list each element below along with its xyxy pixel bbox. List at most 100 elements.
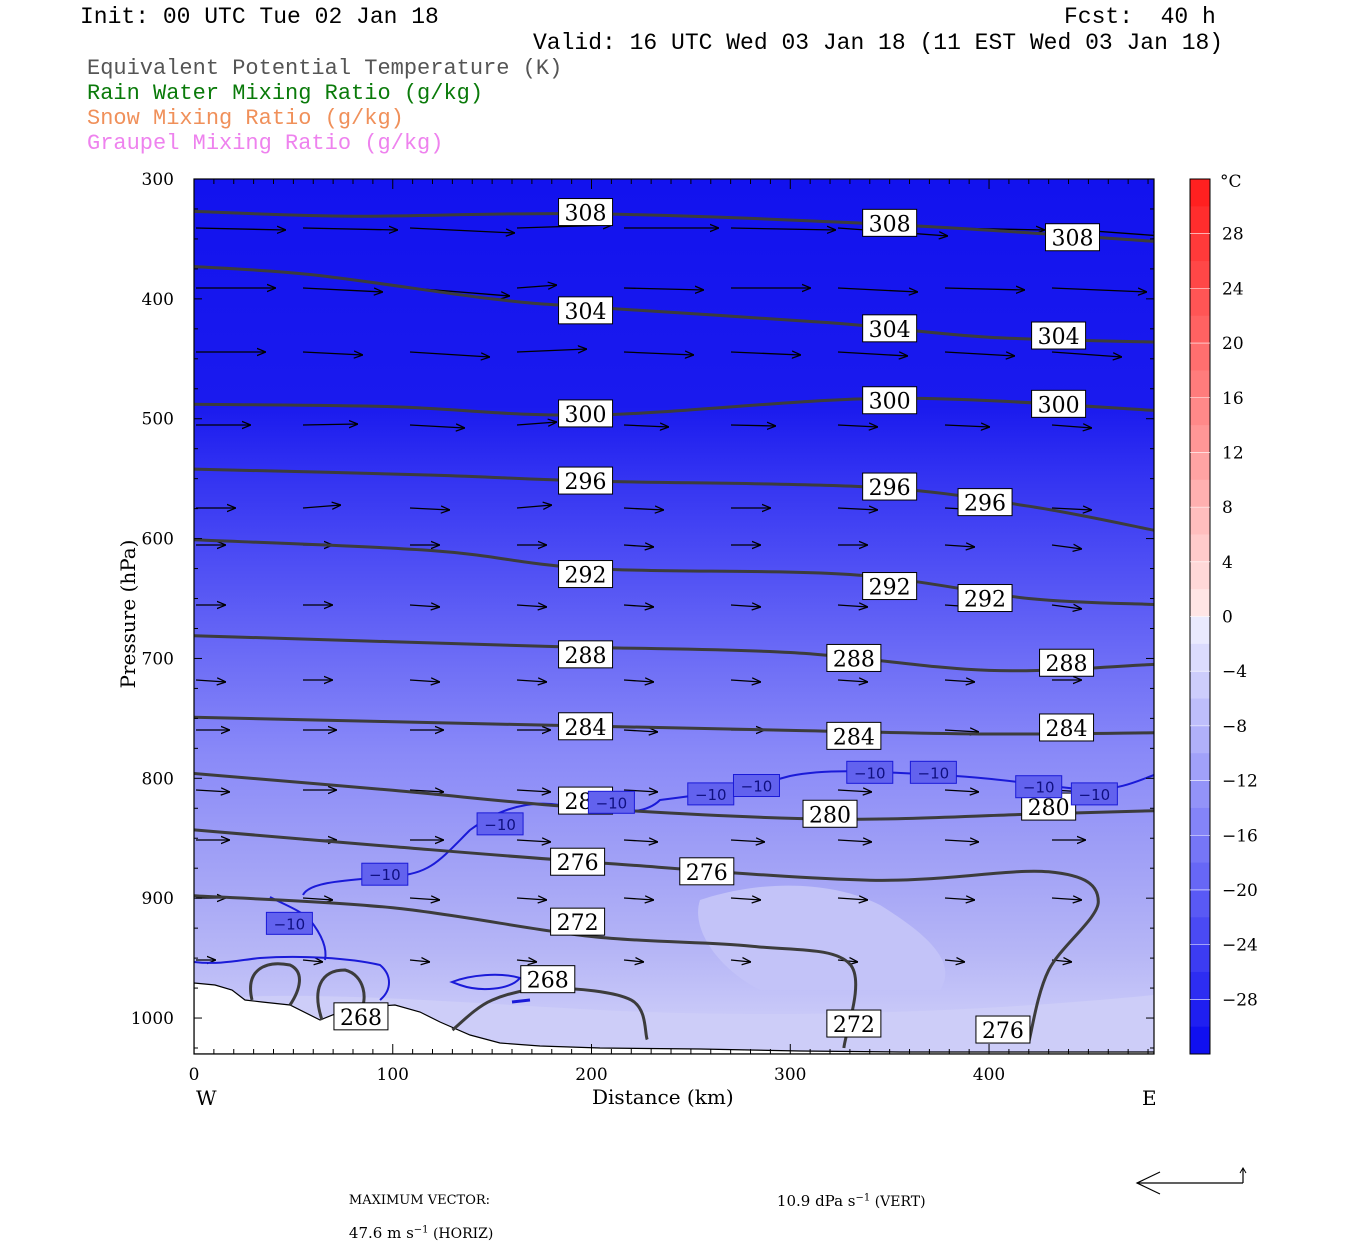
y-tick-label: 700 (142, 649, 174, 669)
theta-e-contour-296 (194, 467, 1154, 532)
wind-vector (623, 352, 694, 355)
theta-e-label-300: 300 (862, 386, 918, 415)
wind-vector (623, 730, 658, 732)
wind-vector (409, 960, 430, 962)
wind-vector (409, 605, 440, 607)
colorbar-segment (1190, 206, 1210, 235)
theta-e-label-304: 304 (558, 296, 614, 325)
legend-graupel: Graupel Mixing Ratio (g/kg) (87, 131, 444, 156)
wind-vector (302, 505, 341, 508)
wind-vector (409, 508, 450, 510)
colorbar-tick-label: 8 (1222, 498, 1233, 518)
colorbar-tick-label: −28 (1222, 990, 1258, 1010)
legend-theta-e: Equivalent Potential Temperature (K) (87, 56, 563, 81)
theta-e-label-284: 284 (558, 712, 614, 741)
svg-text:300: 300 (1038, 393, 1080, 418)
wind-vector (516, 505, 552, 508)
y-tick-label: 1000 (131, 1009, 174, 1029)
wind-vector (1159, 545, 1189, 547)
theta-e-label-288: 288 (1039, 648, 1095, 677)
theta-e-label-276: 276 (679, 857, 735, 886)
plot-background (194, 179, 1154, 1054)
wind-vector (409, 227, 515, 233)
x-axis-title: Distance (km) (592, 1085, 734, 1109)
wind-vector (409, 680, 440, 682)
theta-e-label-304: 304 (1031, 321, 1087, 350)
wind-vector (730, 840, 765, 842)
svg-text:284: 284 (565, 716, 607, 741)
temperature-label: −10 (476, 812, 524, 836)
theta-e-label-308: 308 (1045, 223, 1101, 252)
colorbar-segment (1190, 616, 1210, 645)
svg-text:280: 280 (809, 803, 851, 828)
svg-text:276: 276 (557, 851, 599, 876)
svg-text:300: 300 (565, 403, 607, 428)
svg-text:292: 292 (869, 576, 911, 601)
svg-text:272: 272 (833, 1013, 875, 1038)
theta-e-label-292: 292 (862, 572, 918, 601)
wind-vector (409, 790, 444, 792)
svg-text:308: 308 (565, 202, 607, 227)
wind-vector (623, 680, 654, 682)
wind-vector (1051, 545, 1082, 549)
temperature-label: −10 (587, 790, 635, 814)
wind-vector (730, 352, 801, 355)
svg-text:268: 268 (527, 969, 569, 994)
y-tick-label: 500 (142, 410, 174, 430)
theta-e-contour-288 (194, 634, 1154, 673)
x-tick-label: 200 (575, 1065, 607, 1085)
wind-vector (837, 508, 878, 510)
colorbar-segment (1190, 999, 1210, 1028)
svg-text:−10: −10 (1023, 779, 1055, 797)
wind-vector (944, 790, 979, 792)
theta-e-label-288: 288 (826, 643, 882, 672)
svg-text:292: 292 (964, 588, 1006, 613)
colorbar-segment (1190, 452, 1210, 481)
max-vector-label: MAXIMUM VECTOR: (348, 1193, 491, 1208)
wind-vector (302, 898, 333, 900)
wind-vector (623, 508, 664, 510)
svg-text:−10: −10 (484, 816, 516, 834)
colorbar-tick-label: −8 (1222, 717, 1247, 737)
temperature-label: −10 (1015, 775, 1063, 799)
y-tick-label: 400 (142, 290, 174, 310)
theta-e-contour-308 (194, 209, 1154, 243)
wind-vector (623, 545, 654, 547)
wind-vector (730, 605, 761, 607)
svg-text:304: 304 (565, 300, 607, 325)
theta-e-label-292: 292 (957, 584, 1013, 613)
wind-vector (730, 425, 776, 426)
theta-e-label-268: 268 (333, 1002, 389, 1031)
svg-text:296: 296 (869, 476, 911, 501)
colorbar-segment (1190, 261, 1210, 289)
wind-vector (623, 960, 644, 962)
wind-vector (944, 960, 965, 962)
wind-vector (302, 424, 358, 425)
colorbar-segment (1190, 643, 1210, 672)
y-tick-label: 600 (142, 530, 174, 550)
vert-value: 10.9 dPa s (776, 1192, 856, 1210)
theta-e-label-288: 288 (558, 640, 614, 669)
colorbar-segment (1190, 671, 1210, 700)
wind-vector (837, 680, 868, 682)
colorbar-tick-label: −4 (1222, 662, 1247, 682)
vert-exp: −1 (855, 1192, 871, 1204)
colorbar-segment (1190, 179, 1210, 207)
temperature-label: −10 (265, 911, 313, 935)
colorbar-tick-label: 24 (1222, 279, 1244, 299)
y-tick-label: 900 (142, 889, 174, 909)
wind-vector (195, 228, 286, 230)
colorbar-segment (1190, 971, 1210, 1000)
colorbar-segment (1190, 917, 1210, 946)
theta-e-label-276: 276 (975, 1015, 1031, 1044)
y-axis-title: Pressure (hPa) (116, 539, 140, 689)
theta-e-contour-272 (194, 894, 858, 1049)
svg-text:−10: −10 (695, 786, 727, 804)
theta-e-label-296: 296 (957, 488, 1013, 517)
y-tick-label: 800 (142, 769, 174, 789)
theta-e-label-300: 300 (558, 399, 614, 428)
wind-vector (302, 352, 363, 355)
colorbar-segment (1190, 889, 1210, 918)
wind-vector (409, 425, 465, 428)
